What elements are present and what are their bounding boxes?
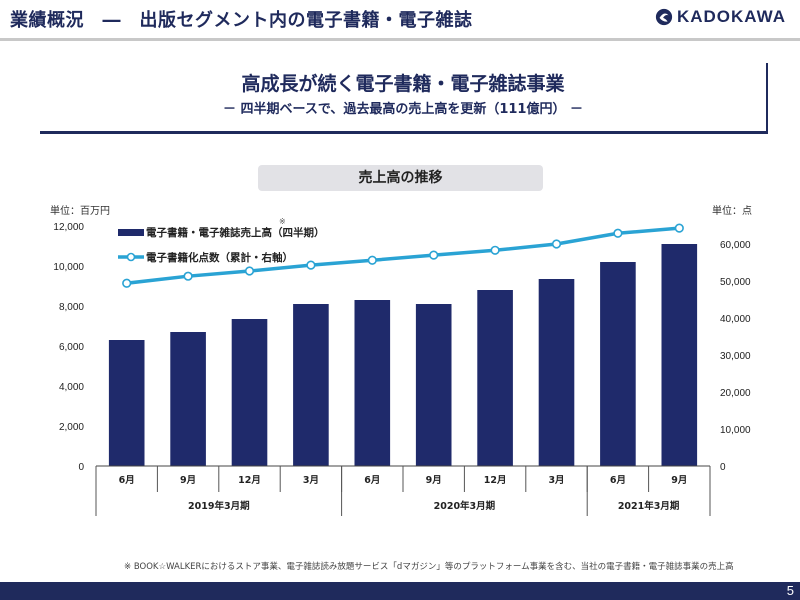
x-axis-tick-label: 12月 — [484, 475, 507, 486]
footnote: ※ BOOK☆WALKERにおけるストア事業、電子雑誌読み放題サービス「dマガジ… — [124, 562, 734, 572]
right-axis-tick-label: 10,000 — [720, 425, 751, 436]
page-title: 業績概況 ― 出版セグメント内の電子書籍・電子雑誌 — [10, 10, 473, 31]
right-axis-unit: 単位：点 — [712, 206, 752, 217]
left-axis-tick-label: 2,000 — [59, 422, 84, 433]
right-axis-tick-label: 40,000 — [720, 314, 751, 325]
line-point — [306, 260, 316, 270]
fiscal-year-label: 2021年3月期 — [618, 500, 680, 512]
fiscal-year-label: 2020年3月期 — [434, 500, 496, 512]
line-point — [490, 245, 500, 255]
header: 業績概況 ― 出版セグメント内の電子書籍・電子雑誌 KADOKAWA — [0, 0, 800, 38]
left-axis-tick-label: 6,000 — [59, 342, 84, 353]
line-point — [183, 271, 193, 281]
x-axis-tick-label: 9月 — [180, 475, 196, 486]
headline-box: 高成長が続く電子書籍・電子雑誌事業 － 四半期ベースで、過去最高の売上高を更新（… — [40, 63, 768, 134]
x-axis-tick-label: 6月 — [119, 475, 135, 486]
subheadline: － 四半期ベースで、過去最高の売上高を更新（111億円） － — [222, 102, 584, 117]
left-axis-tick-label: 8,000 — [59, 302, 84, 313]
company-logo: KADOKAWA — [655, 7, 786, 27]
x-axis-tick-label: 3月 — [548, 475, 564, 486]
right-axis-tick-label: 60,000 — [720, 240, 751, 251]
x-axis-tick-label: 9月 — [671, 475, 687, 486]
line-point — [551, 239, 562, 249]
headline: 高成長が続く電子書籍・電子雑誌事業 — [241, 73, 565, 95]
line-point — [429, 250, 439, 260]
right-axis-tick-label: 50,000 — [720, 277, 751, 288]
bar — [293, 304, 329, 466]
bar — [231, 319, 268, 466]
x-axis-tick-label: 12月 — [238, 475, 261, 486]
chart-title: 売上高の推移 — [258, 165, 543, 191]
bar — [354, 300, 391, 466]
bar — [538, 279, 575, 466]
logo-text: KADOKAWA — [676, 7, 786, 26]
left-axis-tick-label: 4,000 — [59, 382, 84, 393]
right-axis-tick-label: 0 — [720, 462, 726, 473]
legend-footnote-mark: ※ — [279, 217, 286, 226]
phoenix-emblem-icon — [655, 8, 673, 26]
line-point — [122, 278, 132, 288]
left-axis-tick-label: 10,000 — [53, 262, 84, 273]
left-axis-tick-label: 0 — [78, 462, 84, 473]
left-axis-tick-label: 12,000 — [53, 222, 84, 233]
line-series — [126, 226, 680, 285]
x-axis-tick-label: 3月 — [303, 475, 319, 486]
line-point — [367, 255, 377, 265]
bar — [415, 304, 452, 466]
left-axis-unit: 単位：百万円 — [50, 206, 110, 217]
x-axis-tick-label: 6月 — [610, 475, 626, 486]
footer-bar: 5 — [0, 582, 800, 600]
bar — [477, 290, 513, 466]
fiscal-year-label: 2019年3月期 — [188, 500, 250, 512]
bar — [170, 332, 206, 466]
page-number: 5 — [786, 583, 794, 598]
bar — [108, 340, 145, 466]
x-axis-tick-label: 6月 — [364, 475, 380, 486]
x-axis-tick-label: 9月 — [426, 475, 442, 486]
legend-line-marker — [126, 252, 136, 262]
right-axis-tick-label: 30,000 — [720, 351, 751, 362]
legend-bar-swatch — [118, 229, 144, 236]
line-point — [244, 266, 255, 276]
bar — [661, 244, 698, 466]
line-point — [674, 223, 684, 233]
bar — [600, 262, 636, 466]
header-divider — [0, 38, 800, 41]
right-axis-tick-label: 20,000 — [720, 388, 751, 399]
line-point — [613, 228, 623, 238]
legend-line-label: 電子書籍化点数（累計・右軸） — [146, 251, 293, 264]
legend-bar-label: 電子書籍・電子雑誌売上高（四半期） — [146, 226, 325, 239]
